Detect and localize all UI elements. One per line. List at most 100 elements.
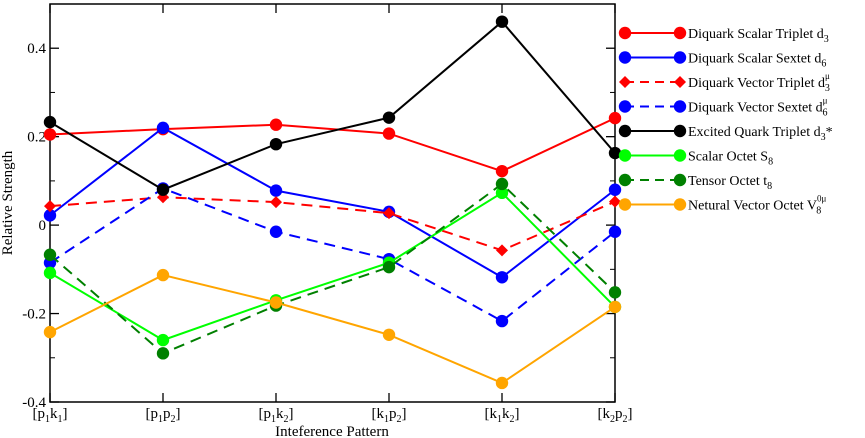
- legend-marker: [673, 124, 687, 138]
- series-line: [49, 196, 616, 252]
- legend-marker: [619, 76, 631, 88]
- data-point: [270, 196, 282, 209]
- series-7: [43, 268, 622, 390]
- legend-label: Excited Quark Triplet d3*: [688, 125, 833, 143]
- legend-marker: [673, 100, 687, 113]
- data-point: [382, 260, 396, 274]
- legend-label: Diquark Scalar Sextet d6: [688, 52, 826, 70]
- legend-marker: [618, 173, 632, 187]
- legend-item: Diquark Scalar Sextet d6: [618, 51, 826, 70]
- data-point: [608, 111, 622, 125]
- legend-label: Diquark Vector Sextet dμ 6: [688, 96, 828, 119]
- series-6: [43, 177, 622, 360]
- legend-label: Diquark Scalar Triplet d3: [688, 27, 829, 45]
- data-point: [43, 266, 57, 280]
- data-point: [495, 271, 509, 284]
- data-point: [495, 164, 509, 178]
- legend-label: Scalar Octet S8: [688, 150, 773, 168]
- legend-marker: [674, 76, 686, 88]
- legend: Diquark Scalar Triplet d3 Diquark Scalar …: [618, 26, 833, 217]
- x-axis-title: Inteference Pattern: [275, 424, 389, 438]
- x-tick-label: [k1p2]: [372, 406, 407, 425]
- data-point: [156, 347, 170, 360]
- x-tick-label: [p1k1]: [33, 406, 68, 425]
- y-axis: -0.4 -0.2 0 0.2 0.4: [22, 41, 615, 411]
- data-point: [382, 111, 396, 124]
- legend-marker: [618, 149, 632, 162]
- series-1: [43, 121, 622, 284]
- legend-label: Tensor Octet t8: [688, 174, 772, 192]
- legend-item: Diquark Vector Triplet dμ 3: [619, 71, 830, 94]
- legend-item: Tensor Octet t8: [618, 173, 772, 192]
- series-line: [49, 117, 616, 173]
- data-point: [495, 15, 509, 28]
- series-3: [43, 182, 622, 328]
- y-tick-label: -0.2: [22, 307, 46, 323]
- data-point: [43, 115, 57, 129]
- x-axis: [p1k1] [p1p2] [p1k2] [k1p2] [k1k2] [k2p2]: [33, 4, 633, 425]
- data-point: [269, 184, 283, 197]
- data-point: [269, 225, 283, 238]
- legend-marker: [618, 51, 632, 64]
- legend-item: Diquark Vector Sextet dμ 6: [618, 96, 828, 119]
- legend-marker: [673, 198, 687, 211]
- legend-marker: [673, 51, 687, 64]
- legend-item: Netural Vector Octet V0μ 8: [618, 194, 826, 217]
- legend-item: Diquark Scalar Triplet d3: [618, 26, 829, 45]
- legend-label: Diquark Vector Triplet dμ 3: [688, 71, 830, 94]
- data-point: [43, 209, 57, 222]
- series-line: [49, 182, 616, 355]
- data-point: [44, 200, 56, 213]
- data-point: [156, 121, 170, 135]
- legend-item: Excited Quark Triplet d3*: [618, 124, 833, 143]
- data-point: [495, 177, 509, 191]
- data-point: [608, 300, 622, 314]
- legend-label: Netural Vector Octet V0μ 8: [688, 194, 826, 217]
- plot-frame: [49, 3, 616, 403]
- data-point: [496, 244, 508, 257]
- data-point: [156, 268, 170, 282]
- legend-marker: [673, 149, 687, 162]
- series-layer: [43, 15, 622, 390]
- data-point: [495, 186, 509, 200]
- data-point: [269, 296, 283, 309]
- data-point: [608, 225, 622, 238]
- data-point: [609, 195, 621, 208]
- series-line: [49, 20, 616, 191]
- data-point: [43, 325, 57, 339]
- series-line: [49, 187, 616, 323]
- series-line: [49, 274, 616, 385]
- data-point: [43, 128, 57, 141]
- data-point: [382, 328, 396, 341]
- data-point: [608, 146, 622, 160]
- y-tick-label: 0.2: [27, 130, 46, 146]
- y-tick-label: 0: [39, 218, 47, 234]
- data-point: [495, 314, 509, 328]
- data-point: [383, 207, 395, 220]
- data-point: [269, 137, 283, 151]
- legend-marker: [618, 198, 632, 211]
- data-point: [608, 286, 622, 299]
- y-axis-title: Relative Strength: [0, 150, 16, 255]
- legend-marker: [618, 100, 632, 113]
- data-point: [382, 127, 396, 140]
- data-point: [495, 376, 509, 390]
- series-0: [43, 111, 622, 178]
- series-2: [44, 191, 621, 257]
- legend-marker: [673, 173, 687, 187]
- data-point: [156, 333, 170, 347]
- x-tick-label: [p1p2]: [146, 406, 181, 425]
- legend-marker: [618, 26, 632, 40]
- data-point: [156, 183, 170, 196]
- data-point: [43, 248, 57, 261]
- data-point: [608, 183, 622, 196]
- series-line: [49, 126, 616, 279]
- legend-marker: [618, 124, 632, 138]
- x-tick-label: [k2p2]: [598, 406, 633, 425]
- y-tick-label: 0.4: [27, 41, 46, 57]
- x-tick-label: [p1k2]: [259, 406, 294, 425]
- y-tick-label: -0.4: [22, 395, 46, 411]
- legend-marker: [673, 26, 687, 40]
- series-4: [43, 15, 622, 196]
